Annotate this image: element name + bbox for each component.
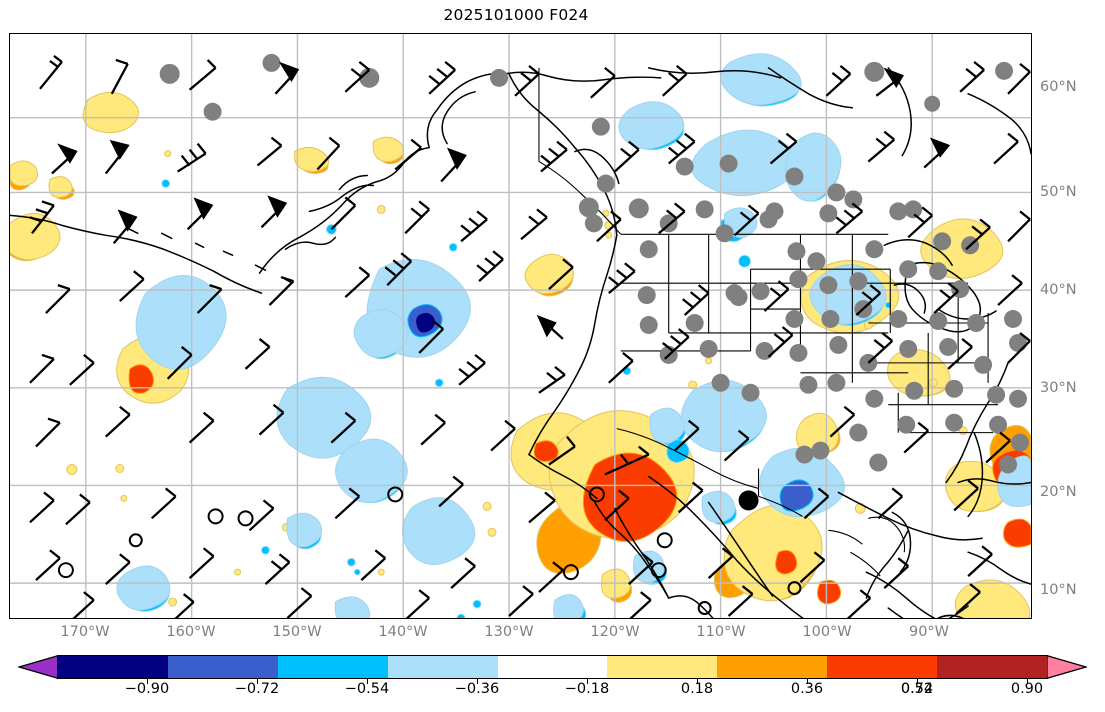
colorbar-tick-n090: −0.90	[124, 681, 170, 697]
xtick-150W: 150°W	[272, 624, 322, 640]
ytick-60N: 60°N	[1040, 79, 1077, 95]
colorbar-segment-8[interactable]	[937, 656, 1048, 678]
ytick-30N: 30°N	[1040, 380, 1077, 396]
colorbar-tick-n054: −0.54	[344, 681, 390, 697]
xtick-120W: 120°W	[590, 624, 640, 640]
colorbar-segment-5[interactable]	[607, 656, 718, 678]
xtick-130W: 130°W	[484, 624, 534, 640]
xtick-160W: 160°W	[166, 624, 216, 640]
colorbar-tick-extra-9: 0.90	[1010, 681, 1044, 697]
colorbar-segments[interactable]	[57, 655, 1048, 679]
colorbar-tickmark-extra-9	[1027, 679, 1028, 684]
colorbar-tick-p018: 0.18	[680, 681, 714, 697]
colorbar-segment-0[interactable]	[58, 656, 168, 678]
colorbar-under-extension	[18, 655, 58, 679]
colorbar-segment-6[interactable]	[717, 656, 828, 678]
ytick-10N: 10°N	[1040, 582, 1077, 598]
colorbar-tick-n072: −0.72	[234, 681, 280, 697]
colorbar-tickmark-extra-8	[917, 679, 918, 684]
colorbar-tick-n036: −0.36	[454, 681, 500, 697]
colorbar-tick-extra-8: 0.72	[900, 681, 934, 697]
border-layer	[538, 67, 999, 577]
ytick-40N: 40°N	[1040, 282, 1077, 298]
colorbar-over-extension	[1047, 655, 1087, 679]
colorbar-segment-4[interactable]	[497, 656, 608, 678]
xtick-90W: 90°W	[908, 624, 950, 640]
solid-station-marker	[738, 490, 759, 511]
station-marker-layer	[57, 53, 1030, 616]
map-canvas	[10, 34, 1031, 618]
ytick-50N: 50°N	[1040, 184, 1077, 200]
colorbar[interactable]	[18, 655, 1087, 679]
xtick-100W: 100°W	[802, 624, 852, 640]
colorbar-segment-1[interactable]	[167, 656, 278, 678]
map-plot-area[interactable]	[9, 33, 1032, 619]
colorbar-tick-p036: 0.36	[790, 681, 824, 697]
colorbar-tick-p054: 0.54	[900, 681, 934, 697]
coastline-layer	[10, 67, 1031, 618]
xtick-140W: 140°W	[378, 624, 428, 640]
colorbar-tick-n018: −0.18	[564, 681, 610, 697]
colorbar-segment-3[interactable]	[387, 656, 498, 678]
ytick-20N: 20°N	[1040, 484, 1077, 500]
wind-barb-layer	[29, 55, 1031, 618]
colorbar-segment-2[interactable]	[277, 656, 388, 678]
xtick-170W: 170°W	[60, 624, 110, 640]
xtick-110W: 110°W	[696, 624, 746, 640]
page-title: 2025101000 F024	[443, 6, 589, 24]
gridlines	[10, 34, 1031, 618]
colorbar-segment-7[interactable]	[827, 656, 938, 678]
